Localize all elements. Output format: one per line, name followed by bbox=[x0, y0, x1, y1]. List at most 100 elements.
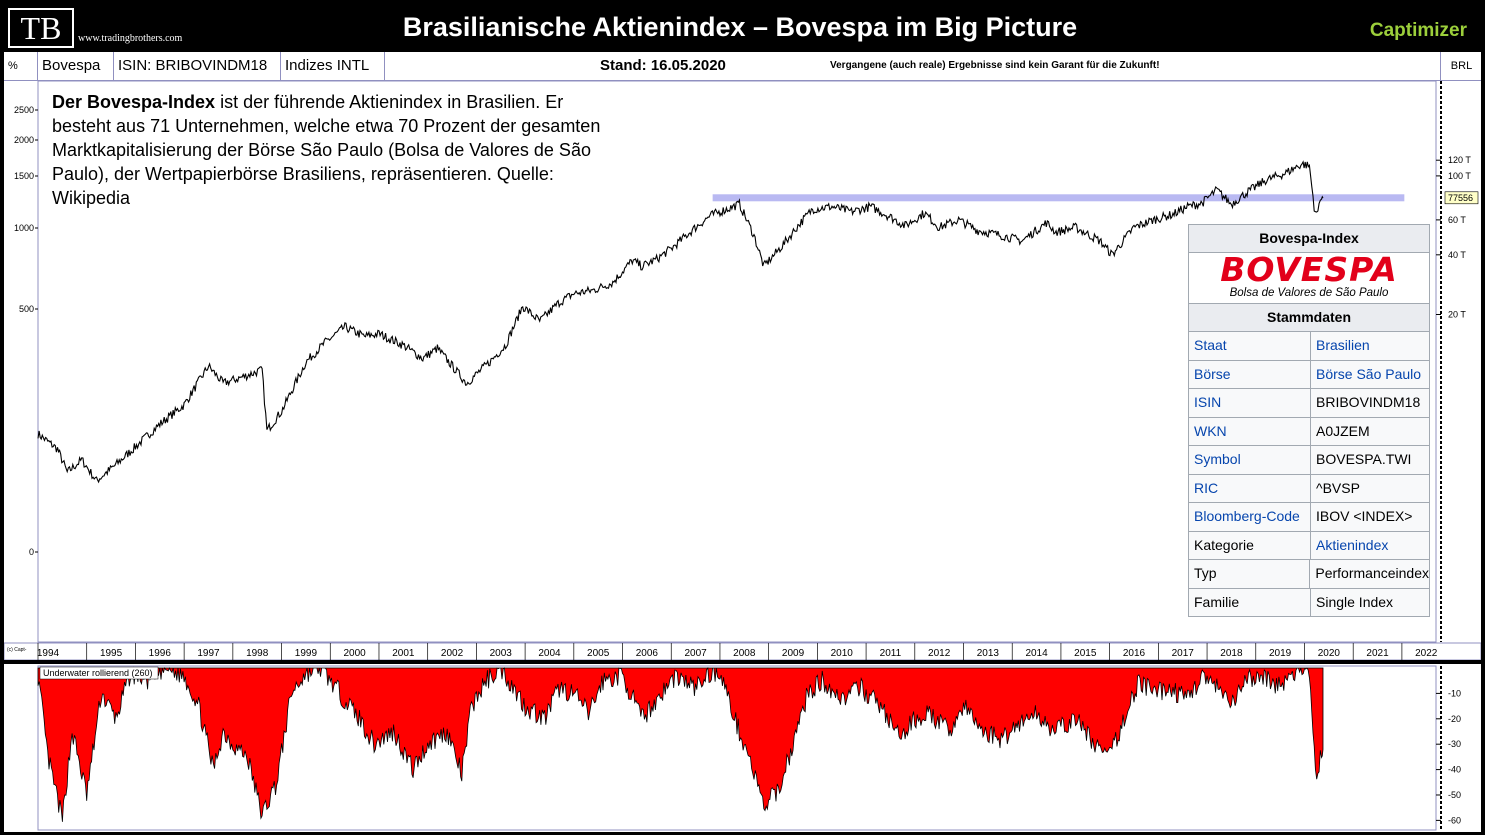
infobox-key[interactable]: ISIN bbox=[1189, 389, 1311, 417]
infobox-value: IBOV <INDEX> bbox=[1316, 508, 1413, 524]
infobox-row: ISIN BRIBOVINDM18 bbox=[1189, 388, 1429, 417]
left-axis-tick-label: 2000 bbox=[14, 135, 34, 145]
currency-label: BRL bbox=[1440, 52, 1482, 80]
infobox-row: Bloomberg-Code IBOV <INDEX> bbox=[1189, 502, 1429, 531]
index-group[interactable]: Indizes INTL bbox=[281, 52, 385, 80]
infobox-key[interactable]: Symbol bbox=[1189, 446, 1311, 474]
right-axis-tick-label: 100 T bbox=[1448, 171, 1471, 181]
x-axis-tick-label: 1994 bbox=[37, 648, 60, 659]
x-axis-tick-label: 2004 bbox=[538, 648, 561, 659]
x-axis-tick-label: 2016 bbox=[1123, 648, 1146, 659]
x-axis-tick-label: 2015 bbox=[1074, 648, 1097, 659]
underwater-tick-label: -10 bbox=[1448, 688, 1461, 698]
infobox-value[interactable]: Brasilien bbox=[1316, 337, 1370, 353]
x-axis-tick-label: 2017 bbox=[1172, 648, 1195, 659]
last-price-tag bbox=[1444, 191, 1479, 205]
x-axis-tick-label: 1997 bbox=[197, 648, 220, 659]
copyright-mark: (c) Capt- bbox=[7, 647, 27, 653]
date-label: Stand: 16.05.2020 bbox=[600, 57, 726, 74]
infobox-row: Typ Performanceindex bbox=[1189, 559, 1429, 588]
infobox-key[interactable]: Staat bbox=[1189, 332, 1311, 360]
infobox-key: Kategorie bbox=[1189, 531, 1311, 559]
x-axis-tick-label: 1998 bbox=[246, 648, 269, 659]
x-axis-tick-label: 2010 bbox=[831, 648, 854, 659]
infobox-key: Typ bbox=[1189, 560, 1311, 588]
right-axis-tick-label: 40 T bbox=[1448, 250, 1466, 260]
percent-label: % bbox=[4, 52, 38, 80]
x-axis-tick-label: 2009 bbox=[782, 648, 805, 659]
underwater-tick-label: -60 bbox=[1448, 815, 1461, 825]
chart-frame: % Bovespa ISIN: BRIBOVINDM18 Indizes INT… bbox=[4, 52, 1481, 832]
left-axis-tick-label: 1500 bbox=[14, 171, 34, 181]
underwater-tick-label: -20 bbox=[1448, 714, 1461, 724]
underwater-tick-label: -40 bbox=[1448, 765, 1461, 775]
infobox-value: ^BVSP bbox=[1316, 479, 1360, 496]
resistance-zone bbox=[712, 194, 1405, 202]
x-axis-tick-label: 2019 bbox=[1269, 648, 1292, 659]
x-axis-tick-label: 2003 bbox=[490, 648, 513, 659]
left-axis-tick-label: 1000 bbox=[14, 223, 34, 233]
infobox-key[interactable]: Bloomberg-Code bbox=[1189, 503, 1311, 531]
underwater-legend: Underwater rollierend (260) bbox=[43, 668, 153, 678]
infobox-row: Kategorie Aktienindex bbox=[1189, 530, 1429, 559]
captimizer-brand: Captimizer bbox=[1369, 20, 1467, 41]
infobox-value[interactable]: Aktienindex bbox=[1316, 536, 1389, 553]
bovespa-logo-sub: Bolsa de Valores de São Paulo bbox=[1229, 287, 1389, 299]
bovespa-logo-text: BOVESPA bbox=[1220, 250, 1398, 289]
underwater-tick-label: -50 bbox=[1448, 790, 1461, 800]
left-axis-tick-label: 0 bbox=[29, 547, 34, 557]
x-axis-tick-label: 2012 bbox=[928, 648, 951, 659]
infobox-value: Single Index bbox=[1316, 593, 1394, 610]
x-axis-tick-label: 2005 bbox=[587, 648, 610, 659]
isin-field[interactable]: ISIN: BRIBOVINDM18 bbox=[114, 52, 281, 80]
infobox-row: Familie Single Index bbox=[1189, 587, 1429, 616]
x-axis-tick-label: 2002 bbox=[441, 648, 464, 659]
x-axis-tick-label: 2022 bbox=[1415, 648, 1438, 659]
x-axis-tick-label: 2011 bbox=[880, 648, 902, 659]
infobox-value: Performanceindex bbox=[1315, 565, 1429, 581]
x-axis-tick-label: 2000 bbox=[343, 648, 366, 659]
left-axis-tick-label: 2500 bbox=[14, 105, 34, 115]
infobox-row: Symbol BOVESPA.TWI bbox=[1189, 445, 1429, 474]
x-axis-tick-label: 2014 bbox=[1025, 648, 1048, 659]
tradingbrothers-logo: TB bbox=[8, 8, 74, 48]
x-axis-tick-label: 2021 bbox=[1366, 648, 1389, 659]
bovespa-logo: BOVESPA Bolsa de Valores de São Paulo bbox=[1189, 252, 1429, 303]
x-axis-tick-label: 1996 bbox=[149, 648, 172, 659]
x-axis-tick-label: 2018 bbox=[1220, 648, 1243, 659]
infobox-row: Börse Börse São Paulo bbox=[1189, 359, 1429, 388]
infobox-row: RIC ^BVSP bbox=[1189, 473, 1429, 502]
series-line-bovespa bbox=[37, 160, 1324, 484]
x-axis-tick-label: 2020 bbox=[1318, 648, 1341, 659]
underwater-area bbox=[37, 666, 1324, 822]
x-axis-tick-label: 2006 bbox=[636, 648, 659, 659]
infobox: Bovespa-Index BOVESPA Bolsa de Valores d… bbox=[1188, 224, 1430, 617]
infobox-key: Familie bbox=[1189, 588, 1311, 616]
infobox-value: BOVESPA.TWI bbox=[1316, 451, 1412, 467]
website-url[interactable]: www.tradingbrothers.com bbox=[78, 33, 183, 44]
infobox-section: Stammdaten bbox=[1189, 303, 1429, 331]
infobox-value[interactable]: Börse São Paulo bbox=[1316, 365, 1422, 382]
description-body: ist der führende Aktienindex in Brasilie… bbox=[52, 92, 601, 208]
infobox-key[interactable]: RIC bbox=[1189, 474, 1311, 502]
infobox-row: WKN A0JZEM bbox=[1189, 416, 1429, 445]
chart-svg: 2500 2000 1500 1000 500 0 120 T 100 T 60 T 40 T 2… bbox=[4, 80, 1481, 831]
underwater-tick-label: -30 bbox=[1448, 739, 1461, 749]
x-axis-tick-label: 2008 bbox=[733, 648, 756, 659]
instrument-name[interactable]: Bovespa bbox=[38, 52, 114, 80]
right-axis-tick-label: 60 T bbox=[1448, 215, 1466, 225]
page-title: Brasilianische Aktienindex – Bovespa im … bbox=[402, 12, 1078, 42]
right-axis-tick-label: 20 T bbox=[1448, 310, 1466, 320]
infobox-title: Bovespa-Index bbox=[1189, 225, 1429, 252]
x-axis-tick-label: 2007 bbox=[684, 648, 707, 659]
x-axis-tick-label: 1995 bbox=[100, 648, 123, 659]
infobox-value: A0JZEM bbox=[1316, 422, 1370, 439]
infobox-row: Staat Brasilien bbox=[1189, 331, 1429, 360]
infobox-key[interactable]: Börse bbox=[1189, 360, 1311, 388]
right-axis-tick-label: 120 T bbox=[1448, 155, 1471, 165]
x-axis-tick-label: 2001 bbox=[392, 648, 415, 659]
infobox-value: BRIBOVINDM18 bbox=[1316, 394, 1421, 410]
description-bold: Der Bovespa-Index bbox=[52, 92, 216, 112]
infobox-key[interactable]: WKN bbox=[1189, 417, 1311, 445]
last-price-label: 77556 bbox=[1448, 193, 1473, 203]
